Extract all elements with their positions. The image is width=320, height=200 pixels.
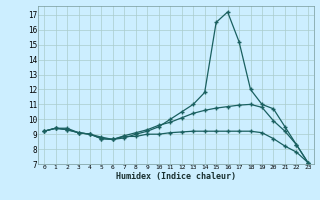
X-axis label: Humidex (Indice chaleur): Humidex (Indice chaleur)	[116, 172, 236, 181]
